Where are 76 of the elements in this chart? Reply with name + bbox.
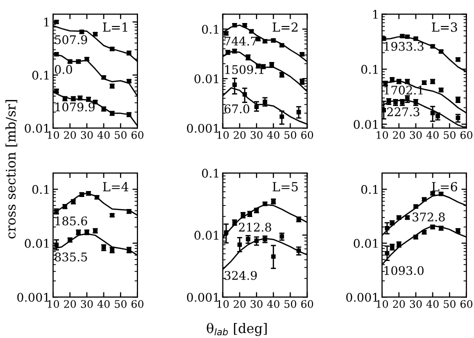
x-tick-label: 20 — [64, 300, 76, 308]
x-tick-label: 30 — [410, 300, 422, 308]
y-tick-label: 0.1 — [202, 24, 218, 34]
series-label: 744.7 — [224, 36, 257, 46]
series-label: 212.8 — [238, 222, 272, 232]
legend-label: 372.8 — [412, 212, 445, 222]
x-tick-label: 10 — [217, 131, 229, 139]
text: L=5 — [272, 182, 298, 192]
y-tick-label: 1 — [373, 10, 378, 19]
y-tick-label: 0.01 — [354, 238, 378, 248]
x-tick-label: 40 — [267, 131, 280, 139]
x-tick-label: 60 — [132, 131, 144, 139]
y-tick-label: 0.1 — [32, 70, 49, 80]
x-tick-label: 40 — [426, 300, 439, 308]
y-tick-label: 0.01 — [354, 120, 378, 129]
x-tick-label: 60 — [460, 300, 472, 308]
x-tick-label: 60 — [301, 131, 314, 139]
x-tick-label: 50 — [114, 131, 127, 139]
y-tick-label: 0.01 — [194, 74, 218, 84]
x-tick-label: 20 — [234, 300, 246, 308]
x-tick-label: 10 — [48, 131, 60, 139]
y-axis-title: cross section [mb/sr] — [5, 100, 18, 238]
series-label: 185.6 — [56, 216, 88, 226]
y-tick-label: 0.01 — [24, 238, 49, 248]
y-tick-label: 0.001 — [346, 292, 378, 302]
x-tick-label: 50 — [284, 300, 296, 308]
x-tick-label: 10 — [48, 300, 60, 308]
x-tick-label: 20 — [234, 131, 246, 139]
text: L=4 — [102, 182, 128, 192]
series-label: 1933.3 — [384, 42, 424, 51]
x-tick-label: 50 — [284, 131, 296, 139]
text: L=3 — [432, 22, 458, 32]
x-tick-label: 60 — [460, 131, 472, 139]
x-tick-label: 40 — [426, 131, 439, 139]
x-tick-label: 50 — [444, 300, 456, 308]
series-label: 1079.9 — [56, 102, 95, 112]
series-label: 835.5 — [54, 252, 87, 262]
series-label: 507.9 — [55, 35, 88, 44]
x-tick-label: 20 — [392, 131, 405, 139]
series-label: 324.9 — [224, 270, 257, 280]
x-tick-label: 20 — [64, 131, 76, 139]
x-tick-label: 60 — [132, 300, 144, 308]
x-axis-title: θ$_{lab}$ [deg] — [206, 322, 267, 336]
y-tick-label: 0.001 — [17, 292, 49, 302]
x-tick-label: 40 — [97, 300, 110, 308]
x-tick-label: 60 — [301, 300, 314, 308]
x-tick-label: 10 — [376, 300, 388, 308]
x-tick-label: 30 — [250, 131, 262, 139]
y-tick-label: 0.1 — [361, 64, 378, 74]
series-label: 0.0 — [54, 64, 72, 74]
series-label: 67.0 — [224, 104, 250, 114]
series-label: 227.3 — [387, 107, 420, 116]
y-tick-label: 0.1 — [32, 185, 49, 194]
x-tick-label: 20 — [392, 300, 405, 308]
x-tick-label: 30 — [410, 131, 422, 139]
x-tick-label: 50 — [114, 300, 127, 308]
x-tick-label: 50 — [444, 131, 456, 139]
x-tick-label: 10 — [376, 131, 388, 139]
text: L=6 — [432, 182, 458, 192]
text: L=2 — [272, 22, 298, 32]
series-label: 1093.0 — [384, 266, 424, 276]
x-tick-label: 40 — [97, 131, 110, 139]
y-tick-label: 0.1 — [202, 168, 218, 178]
y-tick-label: 0.1 — [361, 185, 378, 194]
x-tick-label: 30 — [81, 131, 93, 139]
y-tick-label: 0.01 — [194, 230, 218, 240]
y-tick-label: 0.001 — [186, 292, 218, 302]
x-tick-label: 30 — [250, 300, 262, 308]
x-tick-label: 40 — [267, 300, 280, 308]
x-tick-label: 10 — [217, 300, 229, 308]
y-tick-label: 0.001 — [186, 124, 218, 133]
text: L=1 — [102, 22, 128, 32]
x-tick-label: 30 — [81, 300, 93, 308]
y-tick-label: 1 — [44, 18, 49, 26]
series-label: 1702.1 — [384, 86, 423, 95]
y-tick-label: 0.01 — [24, 124, 49, 133]
